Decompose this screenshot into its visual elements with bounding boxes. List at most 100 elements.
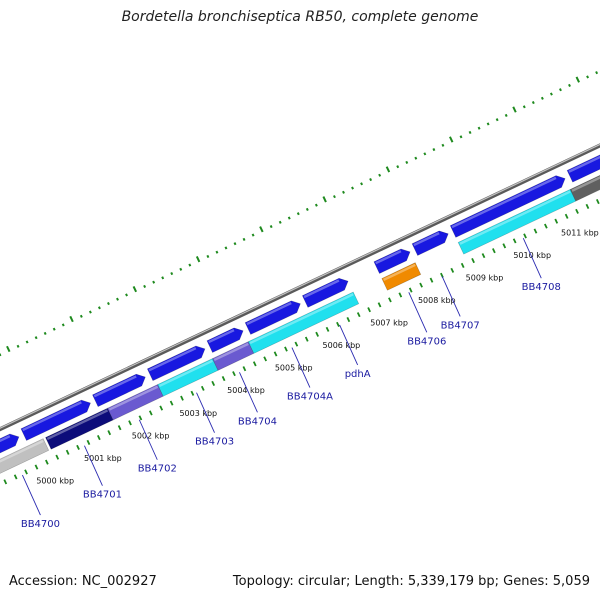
inner-scale-tick (367, 307, 371, 313)
gene-leader-line (196, 392, 215, 433)
gene-leader-line (408, 292, 428, 333)
forward-gene-arrow (373, 248, 411, 274)
inner-scale-tick (471, 257, 475, 264)
inner-scale-tick (398, 292, 403, 298)
inner-scale-tick (45, 459, 49, 465)
forward-gene-arrow-highlight (93, 375, 137, 398)
kbp-tick-label: 5004 kbp (227, 386, 265, 395)
inner-scale-tick (200, 385, 205, 391)
inner-scale-tick (3, 479, 8, 485)
outer-scale-tick (79, 314, 83, 318)
outer-scale-tick (170, 272, 174, 276)
reverse-gene-box-highlight (383, 263, 416, 281)
outer-scale-tick (152, 280, 156, 284)
gene-label: BB4708 (522, 282, 561, 293)
forward-gene-arrow-highlight (413, 232, 440, 247)
outer-scale-tick (314, 203, 318, 207)
inner-scale-tick (273, 351, 278, 357)
gene-label: BB4704A (287, 392, 333, 403)
gene-leader-line (291, 347, 311, 388)
forward-gene-arrow (92, 373, 146, 408)
gene-label: BB4702 (138, 464, 177, 475)
accession-text: Accession: NC_002927 (9, 574, 157, 589)
outer-scale-tick (97, 306, 101, 310)
outer-scale-tick (233, 242, 237, 246)
gene-leader-line (441, 276, 461, 317)
outer-scale-tick (477, 126, 481, 130)
outer-scale-tick (586, 75, 590, 79)
inner-scale-tick (596, 198, 600, 205)
outer-scale-tick (342, 190, 345, 194)
inner-scale-tick (34, 464, 39, 470)
inner-scale-tick (356, 312, 361, 318)
forward-gene-arrow (0, 433, 20, 454)
inner-scale-tick (408, 287, 413, 293)
inner-scale-tick (221, 375, 226, 382)
outer-scale-tick (531, 101, 535, 105)
outer-scale-tick (16, 344, 20, 348)
forward-gene-arrow (566, 154, 600, 183)
gene-leader-line (239, 372, 258, 413)
outer-scale-tick (486, 122, 490, 126)
outer-scale-tick (269, 225, 273, 229)
outer-scale-tick (251, 233, 255, 237)
inner-scale-tick (492, 248, 496, 254)
inner-scale-tick (242, 366, 247, 372)
inner-scale-tick (190, 390, 195, 396)
outer-scale-tick (43, 331, 47, 336)
inner-scale-tick (263, 356, 268, 362)
outer-scale-tick (432, 148, 436, 152)
outer-scale-tick (305, 207, 309, 212)
inner-scale-tick (481, 253, 486, 259)
inner-scale-tick (138, 415, 143, 421)
outer-scale-tick (495, 118, 499, 122)
inner-scale-tick (523, 233, 527, 239)
inner-scale-tick (284, 346, 288, 352)
outer-scale-tick (512, 106, 517, 113)
gene-label: BB4701 (83, 490, 122, 501)
outer-scale-tick (6, 345, 11, 353)
inner-scale-tick (377, 302, 382, 308)
forward-gene-arrow (244, 300, 301, 335)
inner-scale-tick (336, 321, 340, 328)
gene-leader-line (339, 324, 359, 366)
forward-gene-arrow (411, 230, 449, 256)
inner-scale-tick (65, 449, 70, 455)
inner-scale-tick (564, 213, 569, 219)
inner-scale-tick (294, 341, 299, 347)
gene-label: BB4703 (195, 437, 234, 448)
outer-scale-tick (385, 166, 391, 173)
gene-label: BB4704 (238, 416, 277, 427)
outer-scale-tick (132, 285, 138, 293)
backbone-line (0, 143, 600, 432)
kbp-tick-label: 5002 kbp (132, 431, 170, 440)
outer-scale-tick (125, 293, 128, 297)
inner-scale-tick (55, 454, 60, 460)
backbone-highlight (0, 143, 600, 429)
outer-scale-tick (559, 88, 562, 92)
reverse-gene-box-highlight (213, 342, 249, 362)
gene-label: BB4700 (21, 519, 60, 530)
inner-scale-tick (304, 336, 309, 342)
outer-scale-tick (61, 323, 65, 327)
forward-gene-arrow (146, 345, 206, 382)
kbp-tick-label: 5011 kbp (561, 228, 599, 237)
inner-scale-tick (460, 262, 465, 269)
inner-scale-tick (24, 469, 28, 475)
forward-gene-arrow-highlight (22, 401, 82, 432)
forward-gene-arrow (20, 399, 91, 441)
inner-scale-tick (211, 380, 216, 387)
kbp-tick-label: 5006 kbp (323, 341, 361, 350)
outer-scale-tick (423, 152, 427, 156)
gene-leader-line (522, 237, 542, 279)
inner-scale-tick (232, 371, 236, 377)
reverse-gene-box (0, 438, 50, 474)
inner-scale-tick (252, 361, 257, 367)
gene-leader-line (22, 474, 41, 516)
inner-scale-tick (502, 243, 507, 249)
reverse-gene-box (381, 262, 422, 291)
inner-scale-tick (315, 331, 319, 337)
outer-scale-tick (195, 256, 201, 263)
reverse-gene-box (247, 291, 360, 354)
inner-scale-tick (346, 316, 351, 323)
